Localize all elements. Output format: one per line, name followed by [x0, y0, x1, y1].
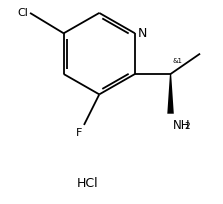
Text: 2: 2 [184, 122, 190, 131]
Text: N: N [138, 27, 147, 40]
Text: HCl: HCl [76, 177, 98, 190]
Polygon shape [167, 75, 174, 114]
Text: Cl: Cl [17, 8, 28, 18]
Text: F: F [76, 127, 82, 137]
Text: NH: NH [173, 118, 190, 131]
Text: &1: &1 [173, 58, 183, 63]
